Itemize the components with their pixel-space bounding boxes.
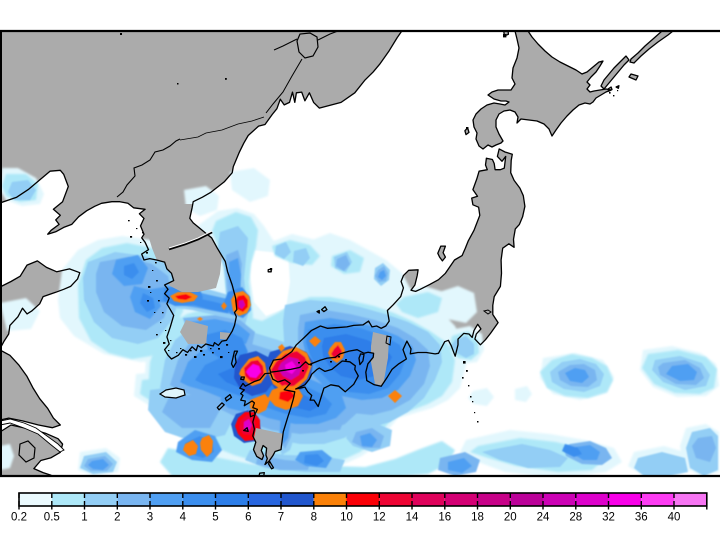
svg-text:8: 8 — [311, 512, 317, 524]
svg-text:6: 6 — [245, 512, 251, 524]
svg-text:0.5: 0.5 — [44, 512, 60, 524]
svg-text:14: 14 — [406, 512, 419, 524]
svg-text:5: 5 — [212, 512, 218, 524]
svg-text:7: 7 — [278, 512, 284, 524]
svg-text:1: 1 — [81, 512, 87, 524]
svg-text:24: 24 — [537, 512, 550, 524]
svg-text:2: 2 — [114, 512, 120, 524]
svg-text:16: 16 — [438, 512, 451, 524]
svg-text:32: 32 — [602, 512, 615, 524]
svg-text:4: 4 — [180, 512, 187, 524]
svg-text:10: 10 — [340, 512, 353, 524]
svg-text:0.2: 0.2 — [11, 512, 27, 524]
svg-text:40: 40 — [668, 512, 681, 524]
svg-text:3: 3 — [147, 512, 153, 524]
svg-text:28: 28 — [569, 512, 582, 524]
svg-text:12: 12 — [373, 512, 386, 524]
svg-text:20: 20 — [504, 512, 517, 524]
svg-text:18: 18 — [471, 512, 484, 524]
svg-text:36: 36 — [635, 512, 648, 524]
